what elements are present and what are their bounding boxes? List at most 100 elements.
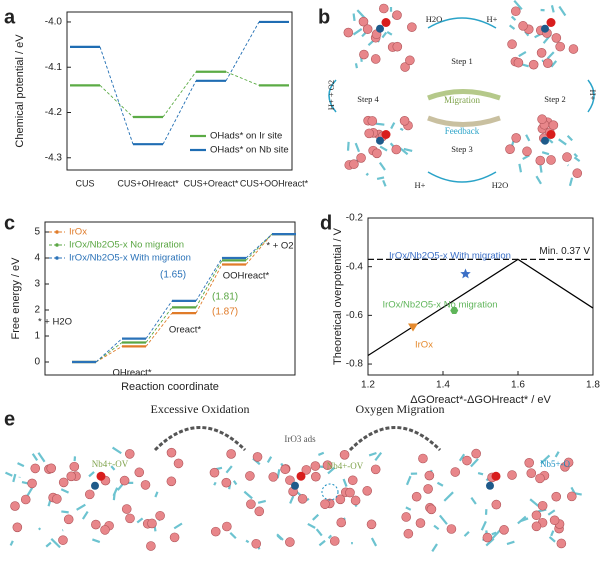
atom [411,491,422,502]
bond [5,471,13,477]
oxygen-atom [491,471,501,481]
reference-label: Min. 0.37 V [539,246,590,257]
point-label: IrOx [415,340,433,351]
bond [399,127,404,132]
y-axis-label: Chemical potential / eV [14,34,26,148]
bond [568,177,574,187]
atom [446,524,457,534]
legend-label: IrOx [69,227,87,238]
atom [391,144,402,155]
atom [12,522,23,533]
atom [58,535,68,545]
scheme-label: Step 4 [357,94,379,104]
bond [245,539,250,544]
atom [366,519,377,530]
connector [95,346,123,363]
atom [379,3,389,14]
x-tick-label: CUS [75,178,94,188]
structure [507,0,579,70]
bond [520,517,529,523]
atom [401,512,411,522]
bond [352,28,363,36]
bond [9,540,14,546]
step-label: (1.65) [160,270,186,281]
site-label: Nb4+-OV [327,461,364,471]
atom [507,39,517,50]
atom [418,453,428,464]
atom [568,44,579,54]
scheme-label: Feedback [445,126,480,136]
scheme-label: H+ [487,14,498,24]
bond [573,153,579,158]
y-tick-label: -0.8 [346,359,364,370]
bond [550,5,555,13]
atom [140,480,151,490]
atom [310,461,321,471]
panel-label: c [4,212,15,234]
connector [99,85,134,118]
atom [147,518,157,529]
atom [555,41,565,52]
x-tick-label: 1.6 [511,380,525,391]
atom [343,27,354,38]
bond [368,451,377,457]
atom [359,49,369,60]
scheme-label: H2O [426,14,443,24]
process-label: Excessive Oxidation [151,402,250,416]
level-label: Oreact* [169,325,202,336]
bond [510,15,517,21]
atom [526,468,537,479]
bond [379,145,388,152]
y-axis-label: Free energy / eV [10,257,22,340]
legend-label: OHads* on Ir site [210,131,282,142]
legend-marker [55,230,59,234]
atom [251,538,262,549]
connector [245,233,273,265]
connector [225,71,260,86]
structure [505,114,583,187]
bond [477,471,484,476]
connector [145,312,173,347]
bond [232,480,238,486]
atom [399,115,410,126]
bond [81,510,89,520]
y-tick-label: 3 [34,279,40,290]
bond [518,50,527,58]
bond [92,538,101,544]
atom [524,458,534,468]
process-arrow [348,426,442,452]
atom [407,22,417,32]
atom [166,476,177,487]
bond [257,499,266,504]
x-axis-label: ΔGOreact*-ΔGOHreact* / eV [410,394,551,406]
bond [37,452,46,463]
bond [173,522,183,530]
y-tick-label: -4.0 [45,17,63,28]
atom [320,499,330,509]
oxygen-atom [381,130,391,139]
metal-atom [291,481,299,490]
y-tick-label: 4 [34,253,40,264]
atom [505,144,515,155]
level-label: * + H2O [38,317,72,328]
cycle-arrow [328,79,337,113]
atom [542,58,553,68]
atom [221,477,232,488]
bond [480,520,487,531]
atom [556,538,567,549]
atom [297,494,308,504]
atom [482,532,493,543]
atom [372,148,382,159]
bond [352,13,356,22]
atom [209,467,220,478]
bond [525,134,531,142]
connector [145,307,173,343]
bond [508,24,516,30]
scheme-label: Step 2 [544,94,566,104]
x-tick-label: 1.8 [586,380,600,391]
x-tick-label: 1.4 [436,380,450,391]
connector [195,260,223,308]
step-label: (1.81) [212,292,238,303]
metal-atom [541,24,549,33]
connector [225,21,260,82]
